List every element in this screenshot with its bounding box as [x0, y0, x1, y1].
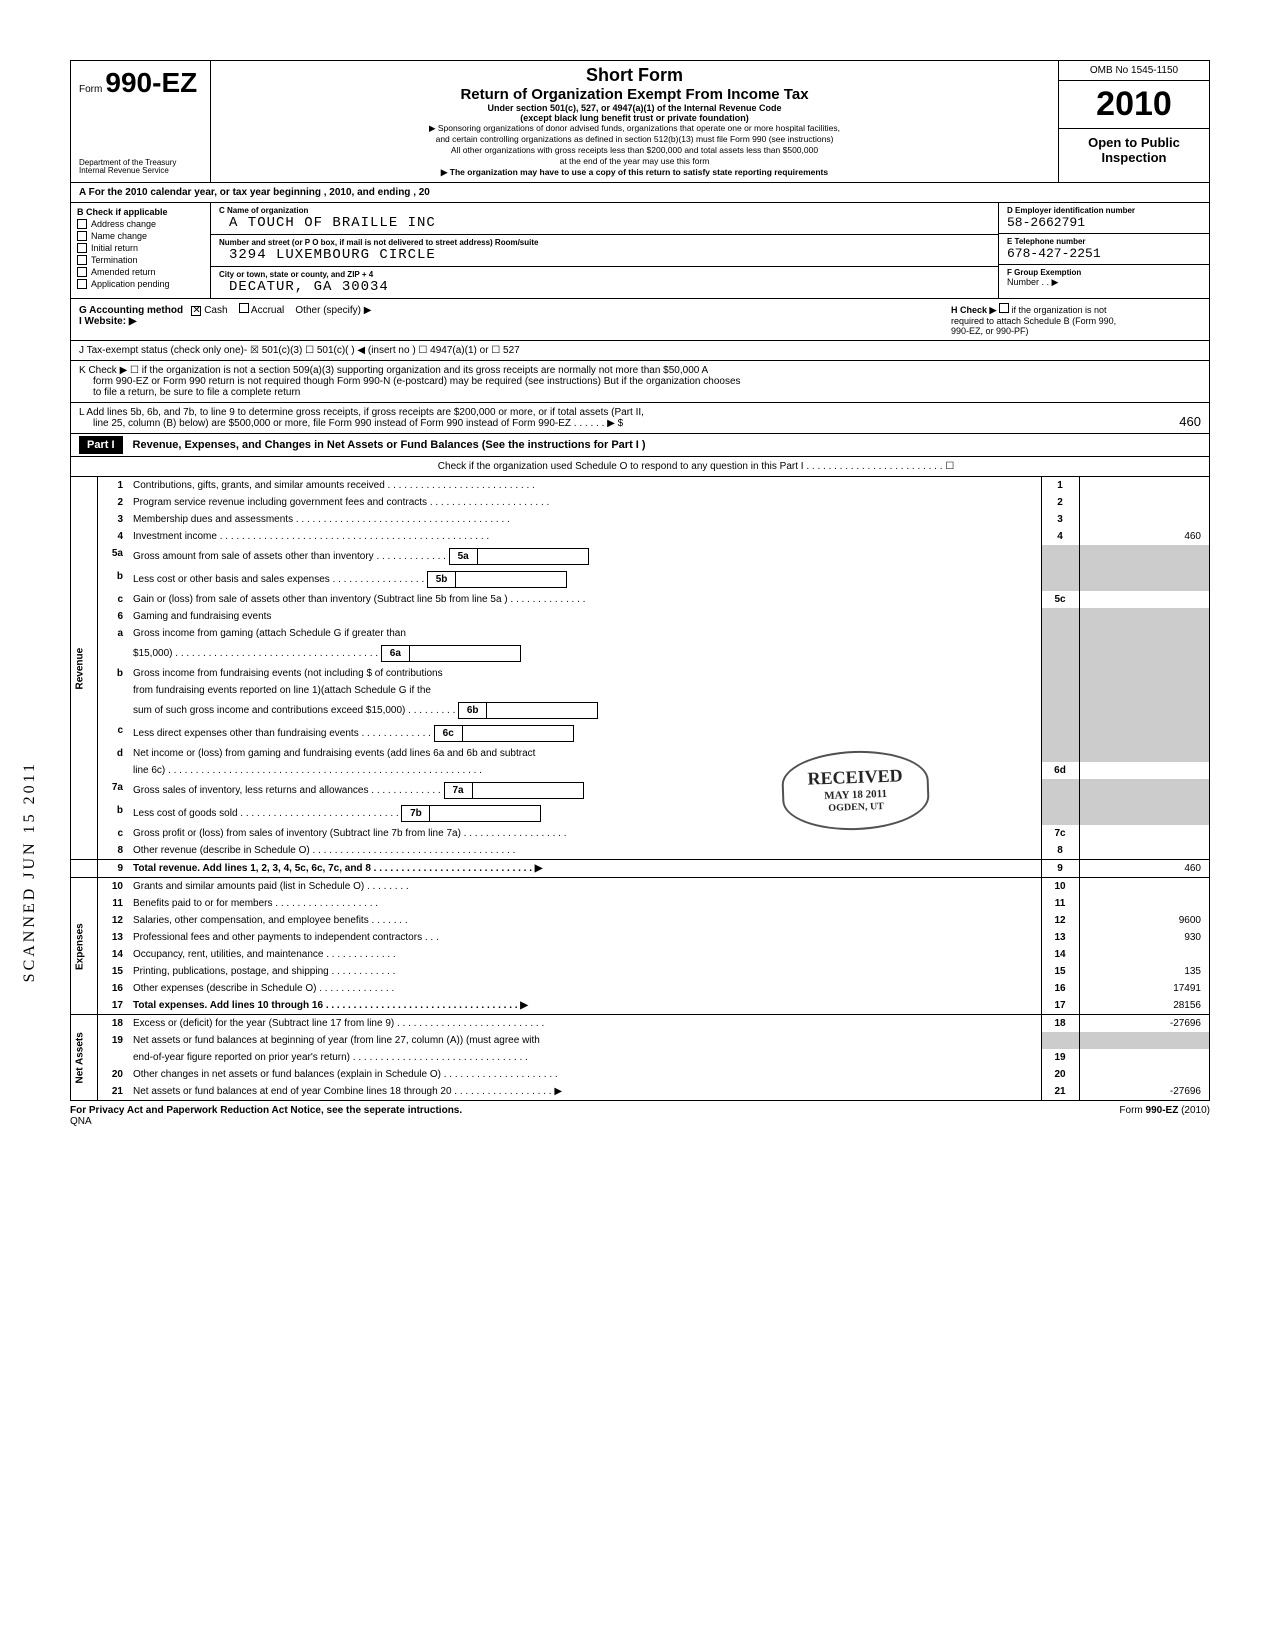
col-b: B Check if applicable Address change Nam…	[71, 203, 211, 298]
part1-check: Check if the organization used Schedule …	[71, 457, 1209, 477]
cb-name-change[interactable]: Name change	[77, 231, 204, 241]
cb-termination[interactable]: Termination	[77, 255, 204, 265]
part1-label: Part I	[79, 436, 123, 454]
amt-4: 460	[1079, 528, 1209, 545]
amt-13: 930	[1079, 929, 1209, 946]
org-address: 3294 LUXEMBOURG CIRCLE	[219, 247, 990, 263]
amt-16: 17491	[1079, 980, 1209, 997]
row-ghi: G Accounting method Cash Accrual Other (…	[71, 299, 1209, 341]
amt-15: 135	[1079, 963, 1209, 980]
b-label: B Check if applicable	[77, 207, 204, 217]
form-label: Form	[79, 84, 102, 95]
footer: For Privacy Act and Paperwork Reduction …	[70, 1101, 1210, 1131]
lines-table: Revenue 1Contributions, gifts, grants, a…	[71, 477, 1209, 1100]
omb-number: OMB No 1545-1150	[1059, 61, 1209, 81]
amt-9: 460	[1079, 860, 1209, 878]
header-center: Short Form Return of Organization Exempt…	[211, 61, 1059, 182]
scanned-stamp: SCANNED JUN 15 2011	[21, 761, 39, 982]
tax-year: 2010	[1059, 81, 1209, 129]
note-4: at the end of the year may use this form	[221, 156, 1048, 167]
form-header: Form 990-EZ Department of the Treasury I…	[71, 61, 1209, 183]
i-website: I Website: ▶	[79, 316, 137, 327]
part1-header: Part I Revenue, Expenses, and Changes in…	[71, 434, 1209, 457]
col-de: D Employer identification number 58-2662…	[999, 203, 1209, 298]
org-addr-cell: Number and street (or P O box, if mail i…	[211, 235, 998, 267]
org-name: A TOUCH OF BRAILLE INC	[219, 215, 990, 231]
side-expenses: Expenses	[71, 878, 97, 1015]
amt-17: 28156	[1079, 997, 1209, 1015]
org-city-cell: City or town, state or county, and ZIP +…	[211, 267, 998, 298]
header-left: Form 990-EZ Department of the Treasury I…	[71, 61, 211, 182]
phone-cell: E Telephone number 678-427-2251	[999, 234, 1209, 265]
dept: Department of the Treasury Internal Reve…	[79, 159, 202, 177]
row-l: L Add lines 5b, 6b, and 7b, to line 9 to…	[71, 403, 1209, 434]
note-2: and certain controlling organizations as…	[221, 134, 1048, 145]
col-c: C Name of organization A TOUCH OF BRAILL…	[211, 203, 999, 298]
title-shortform: Short Form	[221, 65, 1048, 86]
header-right: OMB No 1545-1150 2010 Open to Public Ins…	[1059, 61, 1209, 182]
subtitle-2: (except black lung benefit trust or priv…	[221, 113, 1048, 123]
subtitle-1: Under section 501(c), 527, or 4947(a)(1)…	[221, 103, 1048, 113]
cb-cash[interactable]	[191, 306, 201, 316]
row-k: K Check ▶ ☐ if the organization is not a…	[71, 361, 1209, 403]
ein: 58-2662791	[1007, 215, 1201, 230]
org-city: DECATUR, GA 30034	[219, 279, 990, 295]
note-3: All other organizations with gross recei…	[221, 145, 1048, 156]
cb-app-pending[interactable]: Application pending	[77, 279, 204, 289]
footer-qna: QNA	[70, 1116, 92, 1127]
info-grid: B Check if applicable Address change Nam…	[71, 203, 1209, 299]
open-to-public: Open to Public Inspection	[1059, 129, 1209, 171]
row-j: J Tax-exempt status (check only one)- ☒ …	[71, 341, 1209, 361]
footer-privacy: For Privacy Act and Paperwork Reduction …	[70, 1105, 462, 1116]
amt-18: -27696	[1079, 1015, 1209, 1033]
phone: 678-427-2251	[1007, 246, 1201, 261]
ein-cell: D Employer identification number 58-2662…	[999, 203, 1209, 234]
cb-accrual[interactable]	[239, 303, 249, 313]
l-amount: 460	[1071, 414, 1201, 429]
form-990ez: Form 990-EZ Department of the Treasury I…	[70, 60, 1210, 1101]
group-exempt-cell: F Group Exemption Number . . ▶	[999, 265, 1209, 291]
row-a: A For the 2010 calendar year, or tax yea…	[71, 183, 1209, 203]
cb-initial-return[interactable]: Initial return	[77, 243, 204, 253]
side-revenue: Revenue	[71, 477, 97, 860]
note-5: ▶ The organization may have to use a cop…	[221, 167, 1048, 178]
form-number: 990-EZ	[105, 67, 197, 98]
cb-address-change[interactable]: Address change	[77, 219, 204, 229]
note-1: ▶ Sponsoring organizations of donor advi…	[221, 123, 1048, 134]
cb-amended[interactable]: Amended return	[77, 267, 204, 277]
amt-12: 9600	[1079, 912, 1209, 929]
g-label: G Accounting method	[79, 305, 183, 316]
amt-21: -27696	[1079, 1083, 1209, 1100]
part1-title: Revenue, Expenses, and Changes in Net As…	[123, 436, 656, 454]
title-return: Return of Organization Exempt From Incom…	[221, 86, 1048, 103]
footer-form: Form 990-EZ (2010)	[1119, 1105, 1210, 1127]
side-netassets: Net Assets	[71, 1015, 97, 1101]
h-check: H Check ▶ if the organization is not	[951, 303, 1201, 316]
org-name-cell: C Name of organization A TOUCH OF BRAILL…	[211, 203, 998, 235]
